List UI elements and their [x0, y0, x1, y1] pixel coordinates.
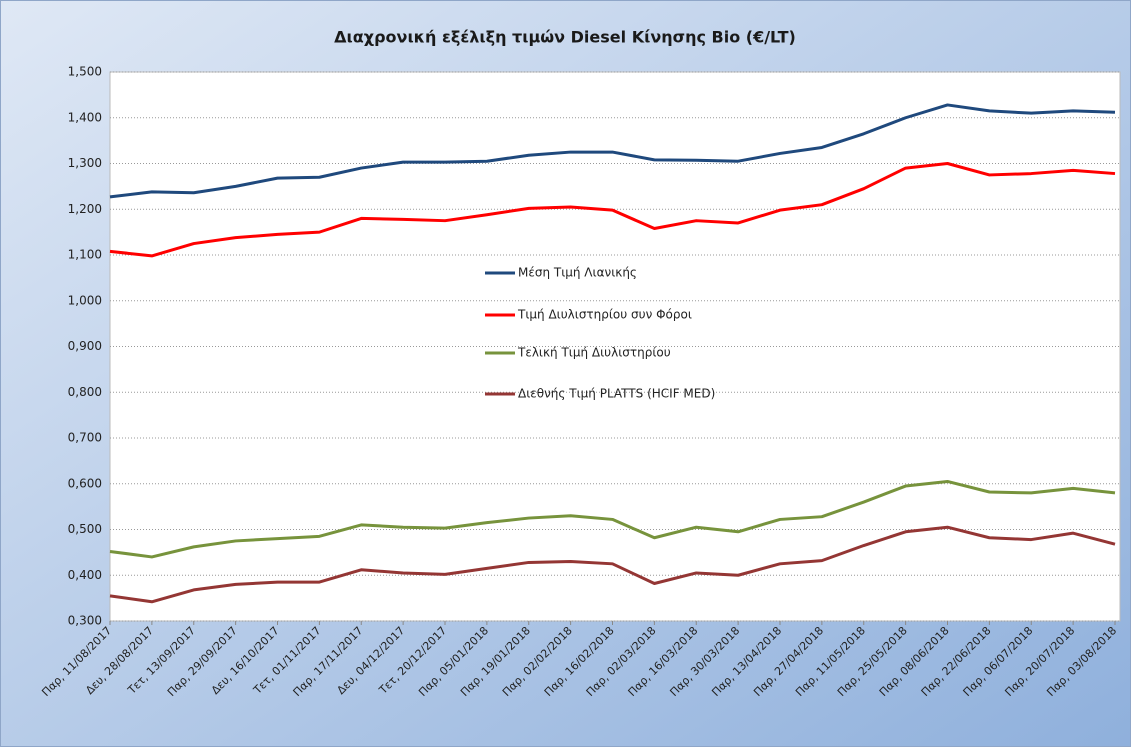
- y-tick-label: 1,100: [68, 248, 102, 262]
- y-tick-label: 0,300: [68, 614, 102, 628]
- y-tick-label: 1,400: [68, 110, 102, 124]
- legend-label: Μέση Τιμή Λιανικής: [518, 266, 637, 280]
- y-tick-label: 0,900: [68, 339, 102, 353]
- series-line: [109, 103, 1116, 199]
- y-tick-label: 0,800: [68, 385, 102, 399]
- legend-label: Διεθνής Τιμή PLATTS (HCIF MED): [518, 387, 715, 401]
- chart-title: Διαχρονική εξέλιξη τιμών Diesel Κίνησης …: [334, 28, 796, 47]
- series-line: [109, 162, 1116, 258]
- y-tick-label: 0,500: [68, 522, 102, 536]
- y-tick-label: 0,600: [68, 476, 102, 490]
- y-tick-label: 1,300: [68, 156, 102, 170]
- legend-label: Τελική Τιμή Διυλιστηρίου: [517, 346, 671, 360]
- y-tick-label: 0,400: [68, 568, 102, 582]
- series-line: [109, 479, 1116, 559]
- legend-label: Τιμή Διυλιστηρίου συν Φόροι: [517, 308, 692, 322]
- y-tick-label: 0,700: [68, 431, 102, 445]
- y-tick-label: 1,500: [68, 65, 102, 79]
- series-line: [109, 525, 1116, 604]
- y-tick-label: 1,000: [68, 293, 102, 307]
- y-tick-label: 1,200: [68, 202, 102, 216]
